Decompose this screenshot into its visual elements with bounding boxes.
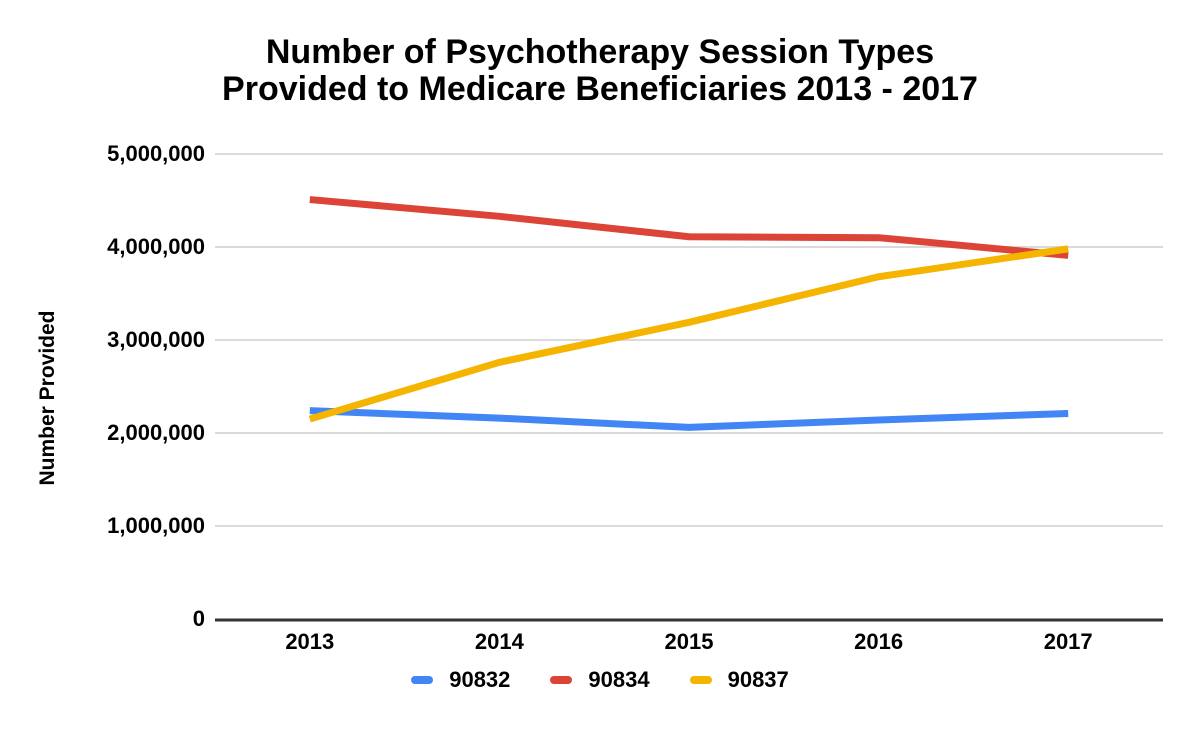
y-tick-label: 5,000,000 [107,141,205,166]
legend-item-90832: 90832 [411,667,510,693]
legend: 90832 90834 90837 [0,667,1200,693]
x-tick-label: 2016 [854,629,904,654]
series-line-90832 [309,407,1069,431]
chart-title-line-2: Provided to Medicare Beneficiaries 2013 … [222,70,978,108]
y-tick-label: 0 [192,606,205,631]
legend-swatch-icon [689,676,712,684]
chart-title: Number of Psychotherapy Session Types Pr… [0,34,1200,108]
legend-swatch-icon [411,676,434,684]
legend-label: 90837 [727,667,789,692]
chart-title-line-1: Number of Psychotherapy Session Types [265,33,935,71]
legend-item-90837: 90837 [689,667,789,693]
series-line-90837 [308,245,1069,423]
legend-label: 90834 [588,667,650,692]
y-tick-label: 3,000,000 [107,327,205,352]
y-tick-label: 2,000,000 [107,420,205,445]
x-tick-label: 2015 [664,629,714,654]
legend-swatch-icon [550,676,573,684]
x-tick-label: 2013 [285,629,335,654]
series-line-90834 [309,196,1069,259]
y-tick-label: 4,000,000 [107,234,205,259]
x-tick-label: 2014 [474,629,524,654]
x-tick-label: 2017 [1043,629,1093,654]
legend-label: 90832 [449,667,511,692]
legend-item-90834: 90834 [550,667,650,693]
y-tick-label: 1,000,000 [107,513,205,538]
